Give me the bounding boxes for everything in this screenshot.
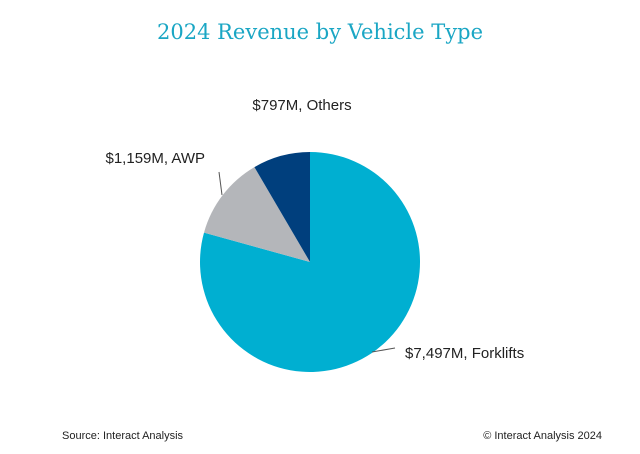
pie-slice-others: [254, 152, 310, 262]
pie-slice-forklifts: [200, 152, 421, 372]
chart-title: 2024 Revenue by Vehicle Type: [156, 20, 483, 44]
leader-line-awp: [218, 171, 223, 196]
leader-line-forklifts: [371, 347, 396, 353]
source-note: Source: Interact Analysis: [62, 430, 184, 442]
pie-slice-awp: [204, 167, 310, 262]
data-label-others: $797M, Others: [252, 97, 351, 114]
data-label-awp: $1,159M, AWP: [106, 150, 206, 167]
copyright-note: © Interact Analysis 2024: [483, 430, 602, 442]
data-label-forklifts: $7,497M, Forklifts: [405, 345, 524, 362]
